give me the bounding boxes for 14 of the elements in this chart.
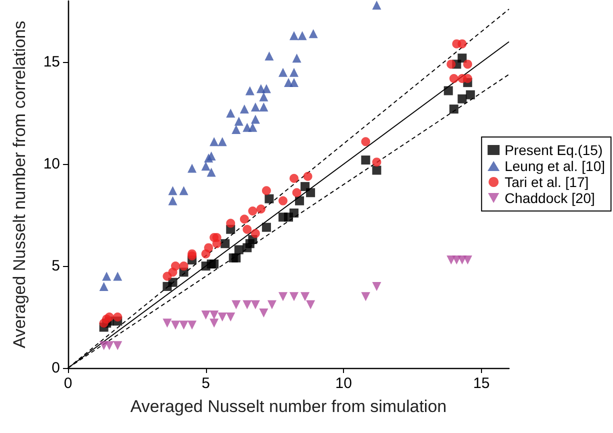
x-axis-title: Averaged Nusselt number from simulation: [130, 397, 447, 416]
y-axis-title: Averaged Nusselt number from correlations: [10, 20, 29, 348]
x-tick-label: 10: [335, 375, 352, 392]
x-tick-label: 0: [64, 375, 72, 392]
y-tick-label: 15: [43, 54, 60, 71]
legend-label: Leung et al. [10]: [504, 158, 606, 174]
legend-label: Chaddock [20]: [504, 190, 595, 206]
y-tick-label: 10: [43, 156, 60, 173]
legend-label: Tari et al. [17]: [504, 174, 589, 190]
legend-label: Present Eq.(15): [504, 142, 603, 158]
y-tick-label: 5: [52, 258, 60, 275]
x-tick-label: 5: [202, 375, 210, 392]
y-tick-label: 0: [52, 360, 60, 376]
x-tick-label: 15: [473, 375, 490, 392]
